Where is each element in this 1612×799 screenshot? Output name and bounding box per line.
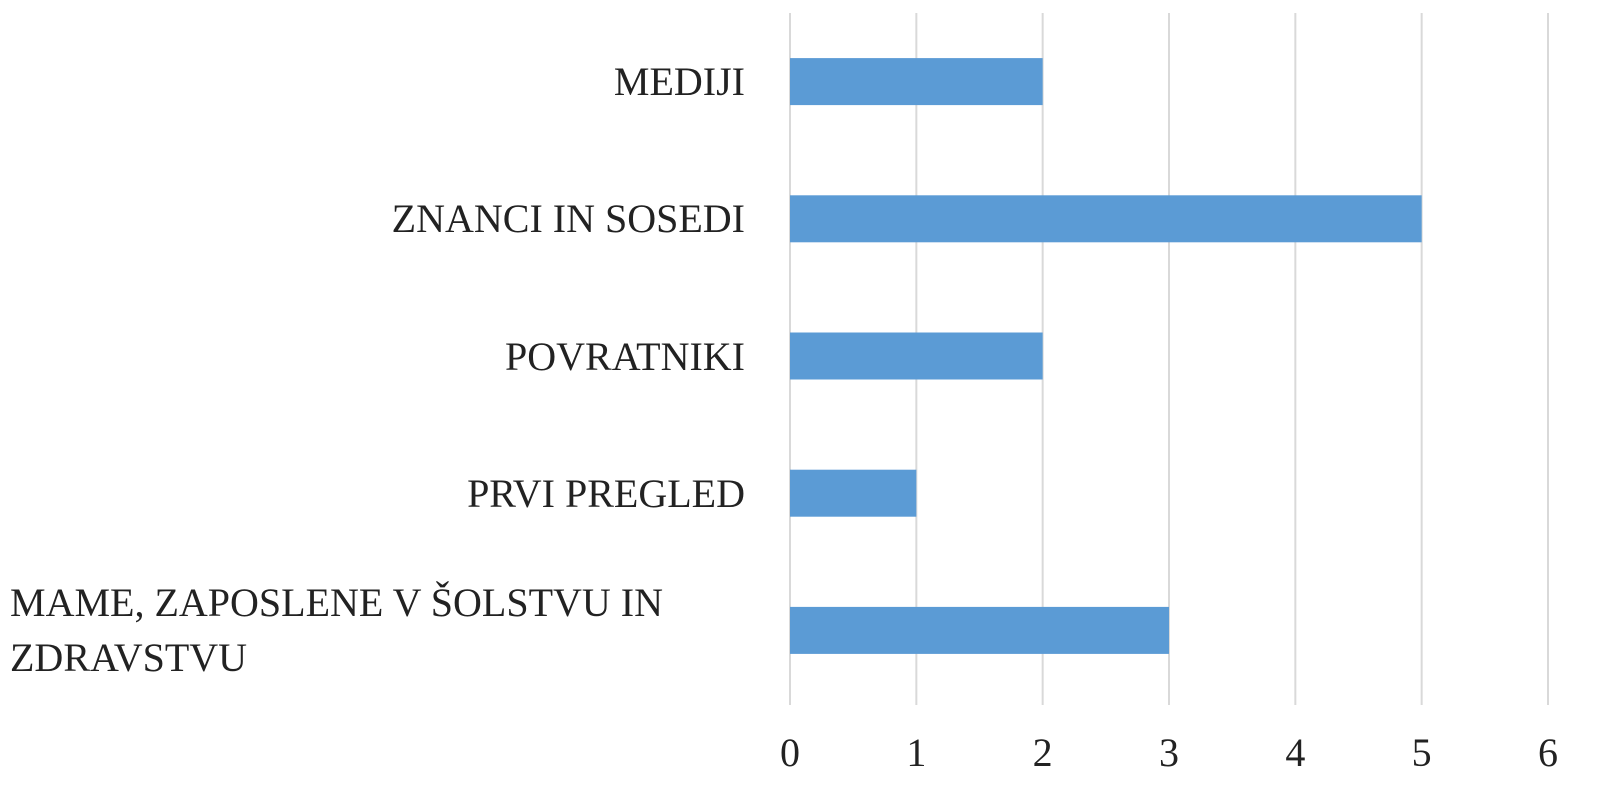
y-tick-label: POVRATNIKI (505, 333, 745, 379)
y-tick-label-box: PRVI PREGLED (10, 423, 745, 563)
y-tick-label: MAME, ZAPOSLENE V ŠOLSTVU IN ZDRAVSTVU (10, 580, 664, 681)
y-tick-label-box: ZNANCI IN SOSEDI (10, 149, 745, 289)
bar (790, 195, 1422, 243)
x-tick-label: 2 (1033, 730, 1053, 775)
x-tick-label: 6 (1538, 730, 1558, 775)
bar (790, 332, 1043, 380)
bar (790, 469, 917, 517)
bar (790, 606, 1169, 654)
y-tick-label-box: POVRATNIKI (10, 286, 745, 426)
y-tick-label: ZNANCI IN SOSEDI (391, 196, 745, 242)
x-tick-label: 5 (1412, 730, 1432, 775)
y-tick-label: PRVI PREGLED (467, 470, 745, 516)
y-tick-label-box: MEDIJI (10, 12, 745, 152)
y-tick-label-box: MAME, ZAPOSLENE V ŠOLSTVU IN ZDRAVSTVU (10, 560, 745, 700)
y-tick-label: MEDIJI (613, 59, 745, 105)
x-tick-label: 0 (780, 730, 800, 775)
bar (790, 58, 1043, 106)
x-tick-label: 3 (1159, 730, 1179, 775)
x-tick-label: 1 (906, 730, 926, 775)
x-tick-label: 4 (1285, 730, 1305, 775)
